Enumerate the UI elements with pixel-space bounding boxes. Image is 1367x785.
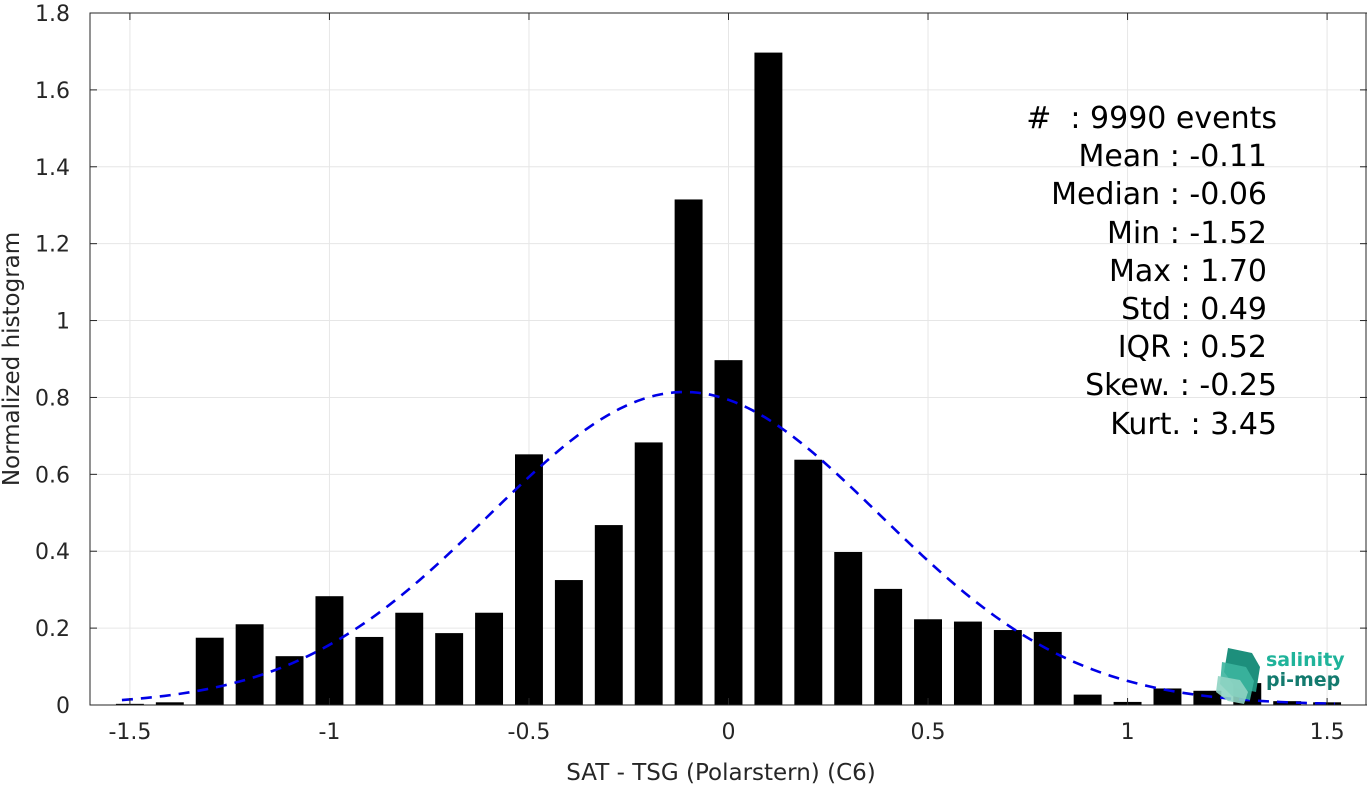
histogram-bar <box>315 596 344 705</box>
histogram-bar <box>435 633 464 705</box>
stat-min: Min : -1.52 <box>1107 216 1267 251</box>
histogram-bar <box>953 621 982 705</box>
stat-skewness: Skew. : -0.25 <box>1085 368 1277 403</box>
stat-max: Max : 1.70 <box>1109 254 1267 289</box>
y-tick-label: 1.8 <box>35 2 70 27</box>
histogram-bar <box>594 525 623 705</box>
histogram-bar <box>395 612 424 705</box>
y-tick-label: 1.4 <box>35 156 70 181</box>
y-tick-label: 1.6 <box>35 79 70 104</box>
histogram-bar <box>714 360 743 705</box>
normal-fit-curve <box>121 390 1336 706</box>
y-tick-label: 0.8 <box>35 386 70 411</box>
histogram-bar <box>794 459 823 705</box>
histogram-bar <box>993 630 1022 705</box>
logo-word-salinity: salinity <box>1266 649 1345 671</box>
salinity-pi-mep-logo: salinity pi-mep <box>1216 648 1345 704</box>
stat-kurtosis: Kurt. : 3.45 <box>1110 407 1277 442</box>
histogram-bar <box>834 551 863 705</box>
histogram-bars <box>115 52 1342 705</box>
y-axis-title: Normalized histogram <box>0 232 25 486</box>
x-tick-label: -1.5 <box>108 720 151 745</box>
stat-std: Std : 0.49 <box>1121 292 1267 327</box>
stat-median: Median : -0.06 <box>1051 177 1267 212</box>
histogram-bar <box>1073 694 1102 705</box>
histogram-bar <box>554 580 583 705</box>
histogram-bar <box>914 619 942 705</box>
histogram-bar <box>1193 690 1222 705</box>
stat-iqr: IQR : 0.52 <box>1118 330 1267 365</box>
histogram-bar <box>674 199 703 705</box>
logo-word-pi-mep: pi-mep <box>1266 669 1340 691</box>
x-axis-title: SAT - TSG (Polarstern) (C6) <box>566 760 875 785</box>
histogram-bar <box>634 442 663 705</box>
histogram-bar <box>1153 688 1182 705</box>
x-tick-label: 1 <box>1121 720 1135 745</box>
x-tick-label: 1.5 <box>1310 720 1345 745</box>
stat-count: # : 9990 events <box>1026 101 1277 136</box>
histogram-bar <box>155 702 184 705</box>
histogram-bar <box>754 52 783 705</box>
x-tick-label: -1 <box>318 720 340 745</box>
histogram-bar <box>515 454 543 705</box>
y-tick-label: 0.4 <box>35 540 70 565</box>
y-tick-label: 0.2 <box>35 617 70 642</box>
axis-ticks: -1.5 -1 -0.5 0 0.5 1 1.5 0 0.2 0.4 0.6 0.8 1 1.2 1.4 1.… <box>35 2 1367 745</box>
x-tick-label: -0.5 <box>508 720 551 745</box>
logo-emblem-icon <box>1216 648 1260 704</box>
histogram-bar <box>874 588 903 705</box>
histogram-bar <box>355 636 384 705</box>
y-tick-label: 1.2 <box>35 233 70 258</box>
histogram-bar <box>195 637 224 705</box>
statistics-annotation: # : 9990 events Mean : -0.11 Median : -0… <box>1026 101 1277 442</box>
y-tick-label: 1 <box>56 310 70 335</box>
stat-mean: Mean : -0.11 <box>1078 139 1267 174</box>
histogram-bar <box>1033 631 1062 705</box>
x-tick-label: 0 <box>722 720 736 745</box>
y-tick-label: 0.6 <box>35 463 70 488</box>
histogram-bar <box>475 612 504 705</box>
y-tick-label: 0 <box>56 694 70 719</box>
x-tick-label: 0.5 <box>911 720 946 745</box>
histogram-bar <box>235 624 264 705</box>
